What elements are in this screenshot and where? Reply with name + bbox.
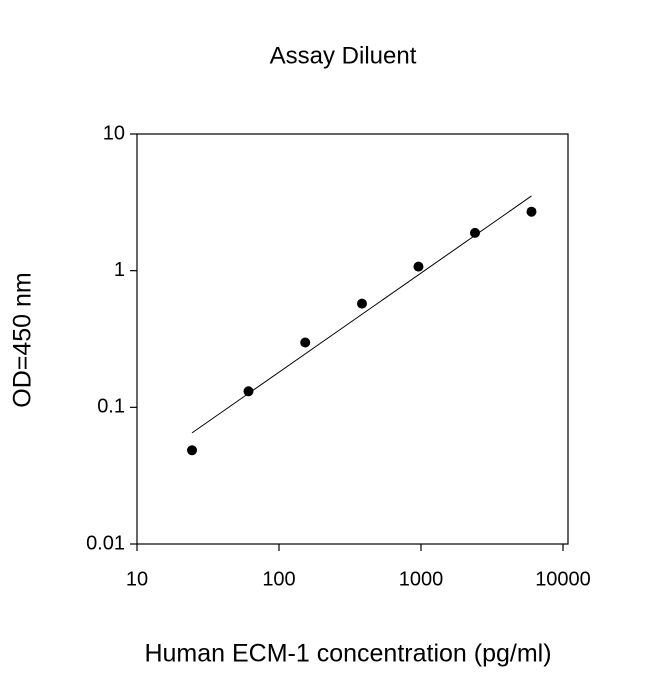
data-point — [187, 445, 198, 456]
fit-line — [191, 195, 532, 434]
y-tick-label: 10 — [103, 122, 125, 144]
data-point — [469, 227, 480, 238]
chart-title: Assay Diluent — [270, 42, 417, 69]
x-tick-label: 10 — [126, 568, 148, 590]
y-axis-label: OD=450 nm — [9, 272, 37, 408]
x-tick-label: 100 — [262, 568, 295, 590]
y-tick-label: 0.1 — [97, 396, 125, 418]
x-tick-label: 10000 — [535, 568, 591, 590]
data-point — [300, 337, 311, 348]
data-point — [413, 261, 424, 272]
data-point — [243, 386, 254, 397]
y-tick-label: 0.01 — [86, 532, 125, 554]
data-point — [356, 298, 367, 309]
data-point — [526, 206, 537, 217]
x-axis-label: Human ECM-1 concentration (pg/ml) — [144, 640, 551, 668]
x-tick-label: 1000 — [399, 568, 444, 590]
plot-frame — [136, 133, 569, 545]
y-tick-label: 1 — [114, 259, 125, 281]
